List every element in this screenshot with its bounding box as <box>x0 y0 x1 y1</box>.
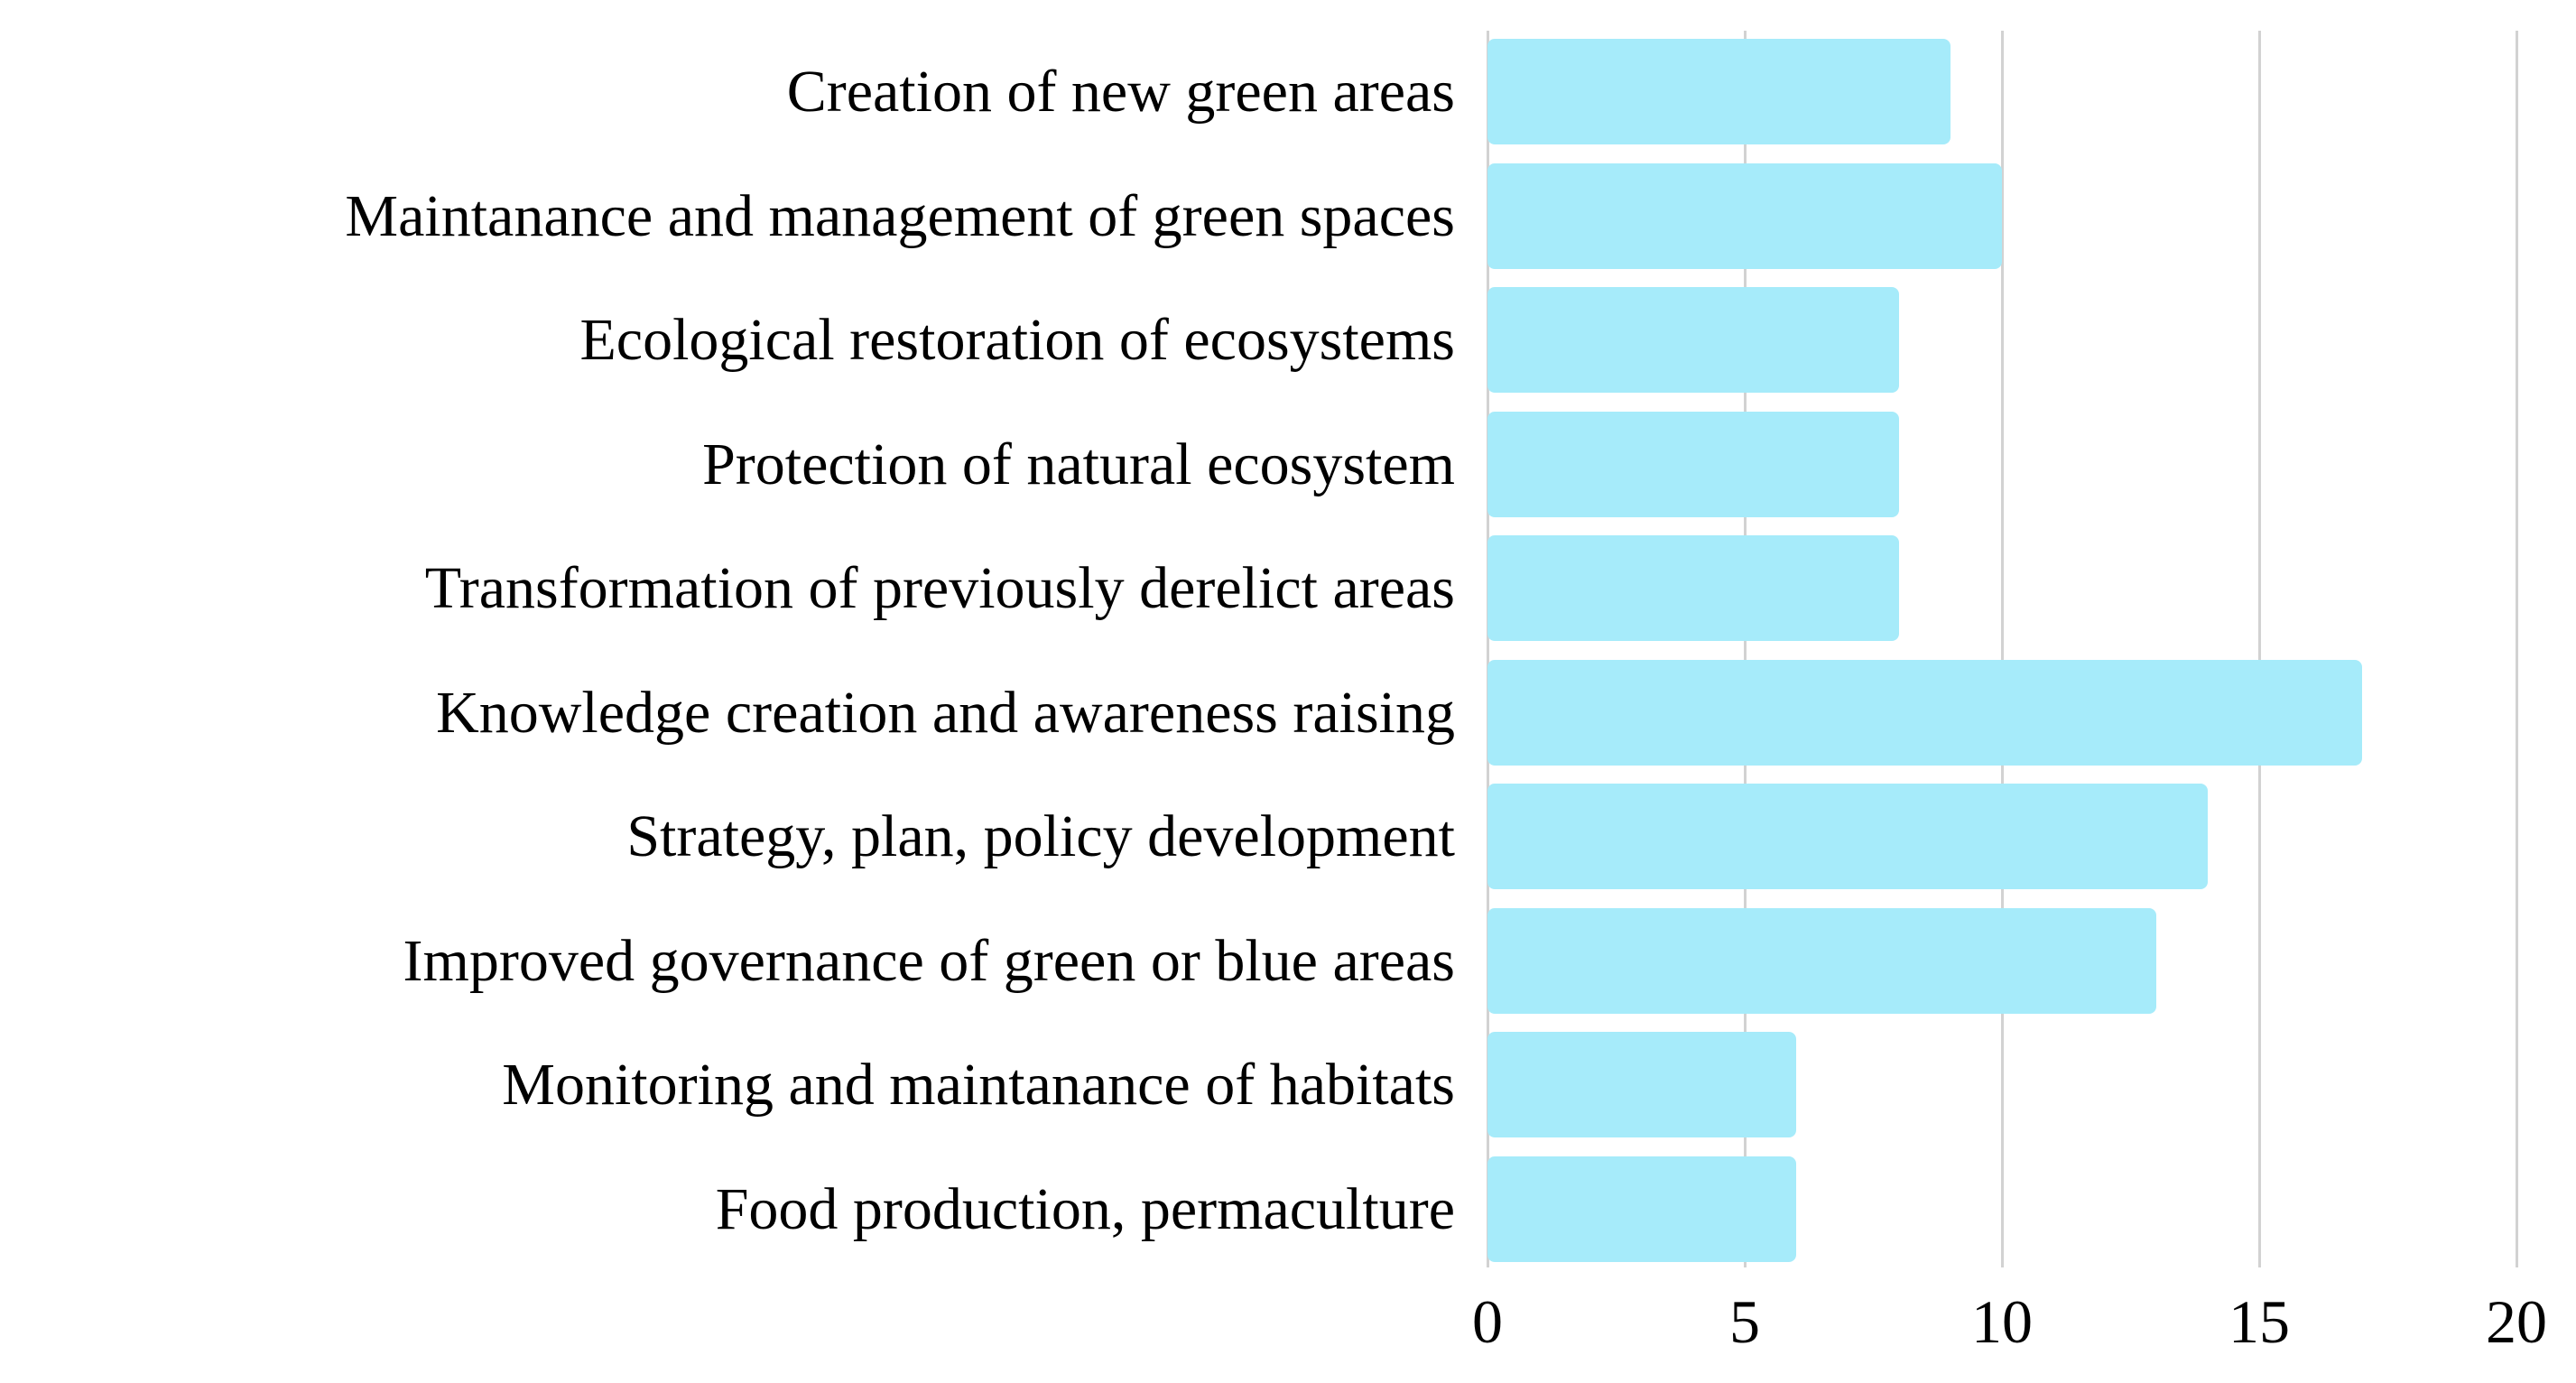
bar-7 <box>1487 784 2208 889</box>
category-label: Ecological restoration of ecosystems <box>579 307 1455 373</box>
x-tick-label-10: 10 <box>1971 1287 2033 1356</box>
bar-2 <box>1487 162 2002 269</box>
category-label: Creation of new green areas <box>786 59 1455 125</box>
bar-3 <box>1487 287 1899 393</box>
gridline-x-10 <box>2000 31 2004 1267</box>
category-label: Monitoring and maintanance of habitats <box>502 1052 1455 1118</box>
bar-5 <box>1487 535 1899 641</box>
x-tick-label-20: 20 <box>2486 1287 2547 1356</box>
bar-6 <box>1487 659 2362 766</box>
gridline-x-5 <box>1743 31 1747 1267</box>
x-tick-label-5: 5 <box>1729 1287 1760 1356</box>
x-tick-label-0: 0 <box>1472 1287 1503 1356</box>
category-label: Maintanance and management of green spac… <box>345 182 1455 249</box>
x-tick-label-15: 15 <box>2229 1287 2290 1356</box>
bar-9 <box>1487 1032 1796 1137</box>
category-label: Transformation of previously derelict ar… <box>424 555 1455 621</box>
bar-10 <box>1487 1156 1796 1262</box>
gridline-x-20 <box>2515 31 2518 1267</box>
bar-1 <box>1487 39 1951 144</box>
category-label: Improved governance of green or blue are… <box>403 927 1455 994</box>
gridline-x-15 <box>2257 31 2261 1267</box>
gridline-x-0 <box>1486 31 1489 1267</box>
category-label: Strategy, plan, policy development <box>626 803 1455 869</box>
category-label: Food production, permaculture <box>715 1175 1455 1242</box>
category-label: Knowledge creation and awareness raising <box>436 679 1455 746</box>
bar-8 <box>1487 907 2156 1014</box>
category-label: Protection of natural ecosystem <box>702 431 1455 497</box>
bar-4 <box>1487 411 1899 517</box>
